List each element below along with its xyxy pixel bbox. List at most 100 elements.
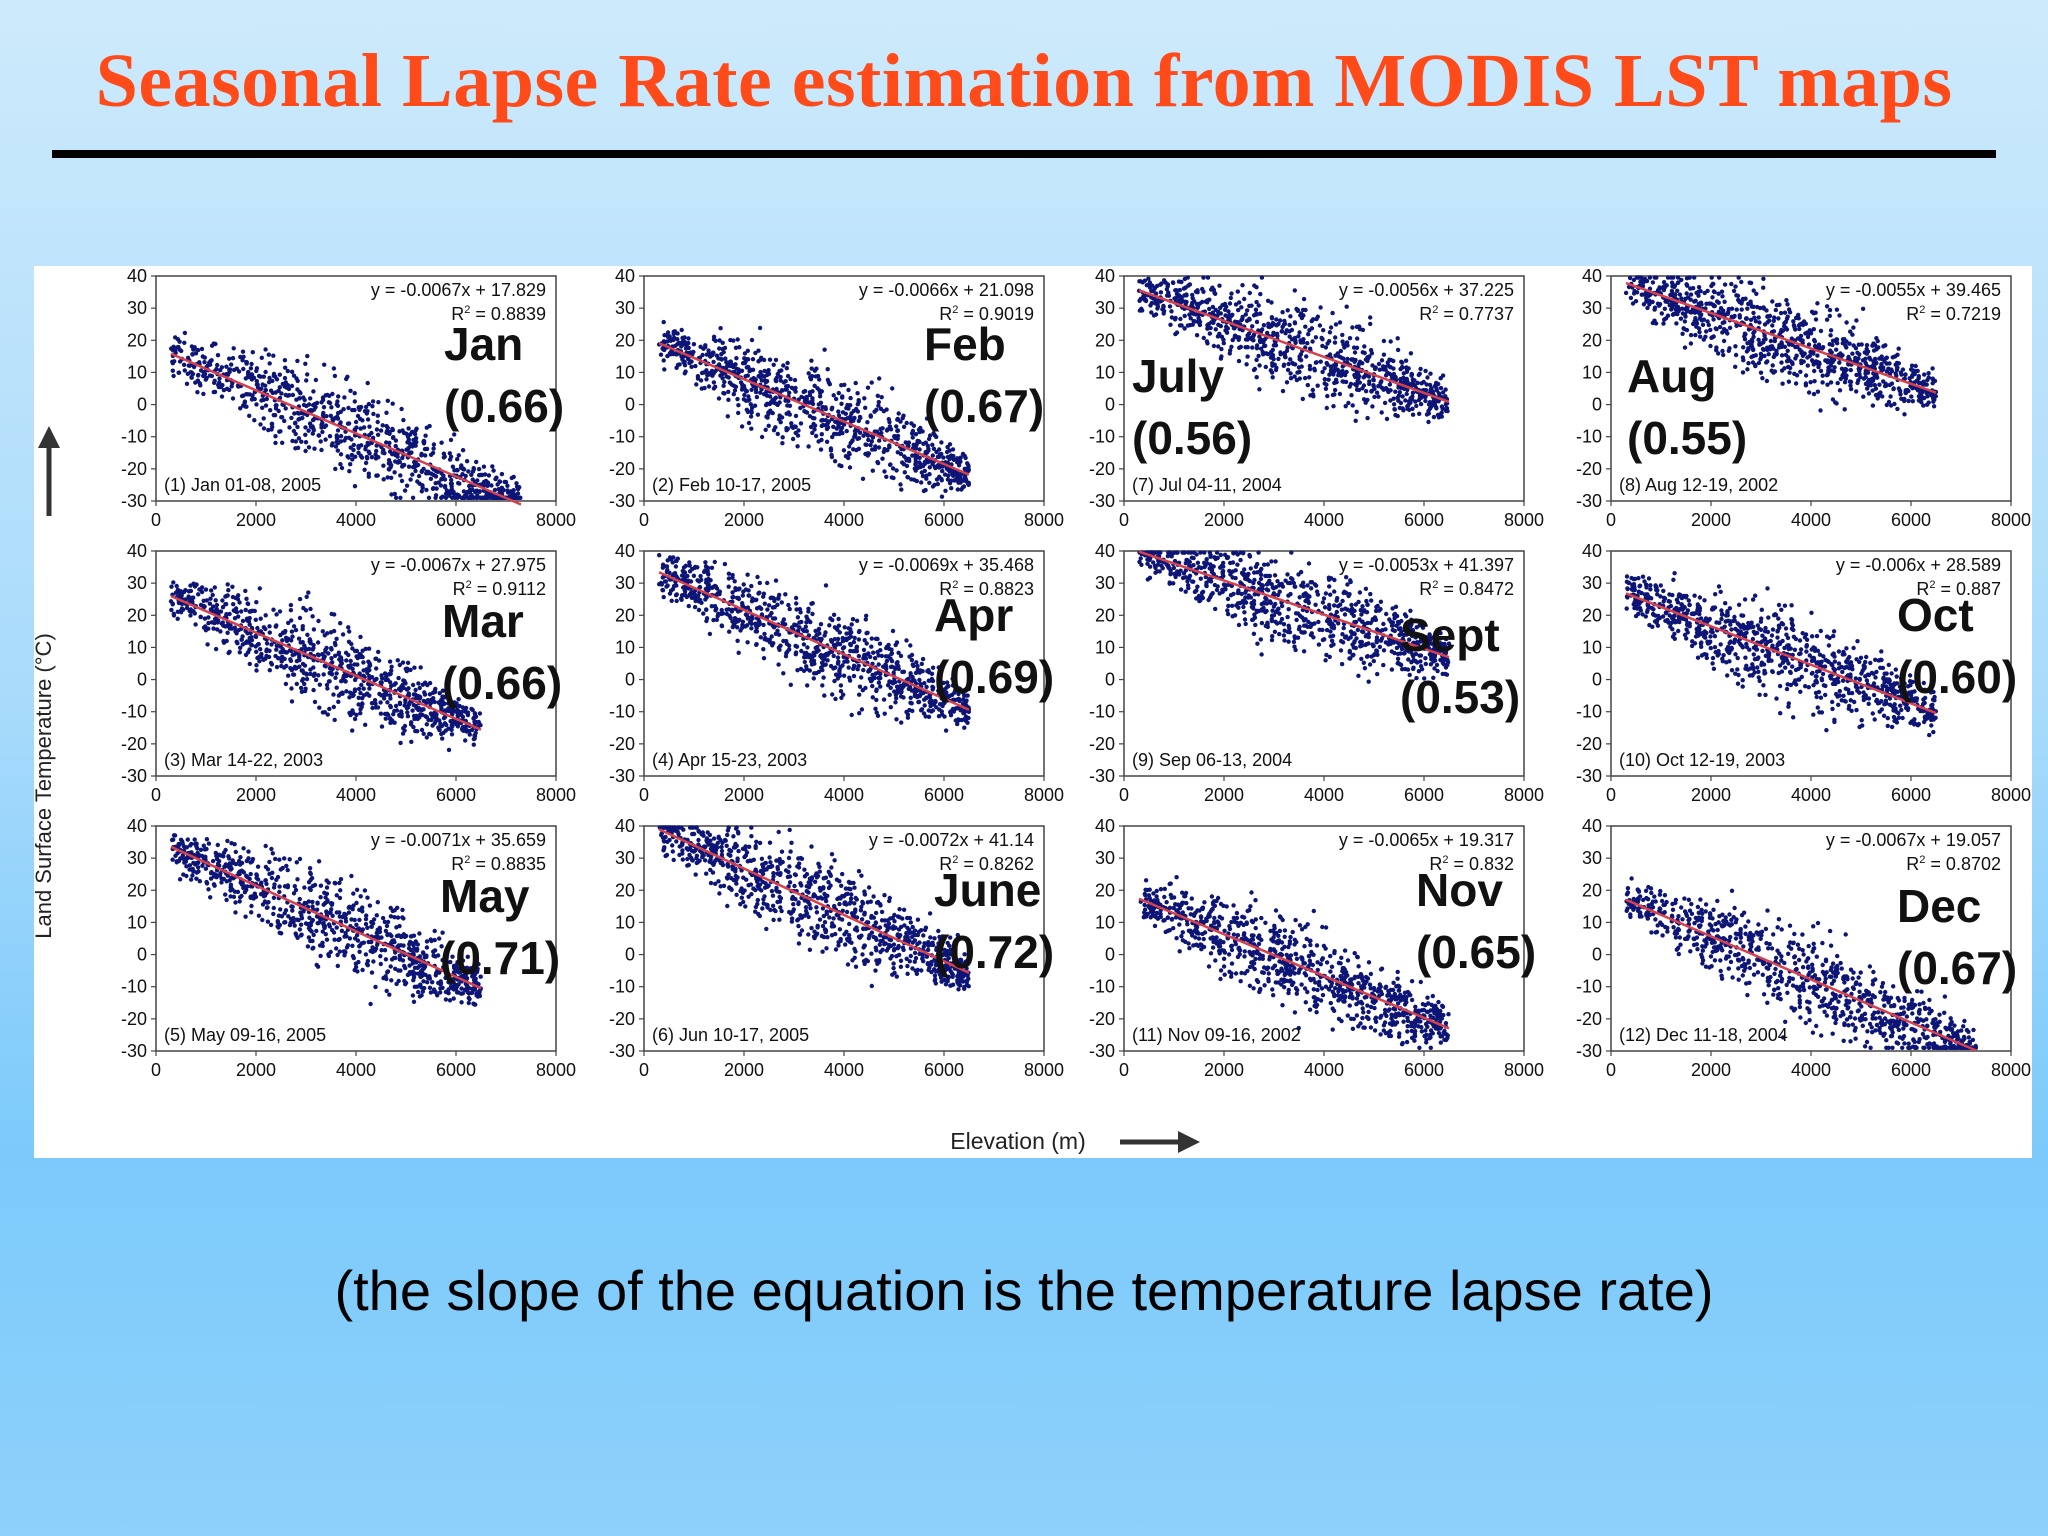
data-point bbox=[302, 643, 307, 648]
data-point bbox=[820, 404, 825, 410]
y-tick-label: -20 bbox=[1576, 459, 1602, 479]
data-point bbox=[189, 375, 194, 380]
data-point bbox=[254, 378, 259, 384]
data-point bbox=[921, 488, 927, 494]
data-point bbox=[489, 483, 494, 488]
y-tick-label: -20 bbox=[609, 459, 635, 479]
data-point bbox=[360, 418, 365, 423]
data-point bbox=[1244, 318, 1250, 323]
data-point bbox=[1393, 389, 1398, 394]
data-point bbox=[1416, 372, 1422, 378]
data-point bbox=[278, 429, 283, 434]
data-point bbox=[1737, 315, 1743, 320]
data-point bbox=[175, 616, 180, 621]
data-point bbox=[904, 458, 909, 463]
data-point bbox=[1634, 275, 1640, 280]
data-point bbox=[1382, 400, 1388, 406]
data-point bbox=[441, 455, 447, 460]
data-point bbox=[1204, 339, 1210, 344]
data-point bbox=[249, 361, 254, 367]
y-tick-label: 30 bbox=[615, 298, 635, 318]
data-point bbox=[919, 480, 924, 485]
data-point bbox=[1710, 295, 1715, 300]
data-point bbox=[361, 425, 367, 430]
data-point bbox=[325, 392, 330, 398]
data-point bbox=[173, 335, 178, 340]
data-point bbox=[1892, 401, 1897, 407]
data-point bbox=[1930, 366, 1935, 371]
data-point bbox=[783, 379, 788, 384]
data-point bbox=[365, 691, 370, 697]
data-point bbox=[778, 378, 783, 383]
data-point bbox=[307, 639, 312, 644]
data-point bbox=[1815, 301, 1820, 306]
data-point bbox=[424, 735, 429, 740]
data-point bbox=[709, 368, 715, 374]
data-point bbox=[800, 627, 806, 632]
data-point bbox=[1894, 365, 1900, 370]
data-point bbox=[1421, 379, 1426, 385]
data-point bbox=[1761, 276, 1766, 281]
data-point bbox=[388, 704, 393, 710]
data-point bbox=[448, 454, 454, 459]
data-point bbox=[241, 354, 246, 359]
data-point bbox=[726, 375, 731, 380]
data-point bbox=[1368, 315, 1373, 320]
data-point bbox=[1257, 363, 1262, 368]
data-point bbox=[1327, 330, 1333, 335]
data-point bbox=[773, 357, 779, 363]
data-point bbox=[1650, 320, 1656, 326]
y-tick-label: 10 bbox=[615, 637, 635, 657]
data-point bbox=[684, 343, 689, 349]
data-point bbox=[778, 374, 783, 380]
data-point bbox=[387, 659, 393, 664]
data-point bbox=[686, 336, 691, 341]
data-point bbox=[681, 338, 686, 343]
data-point bbox=[245, 392, 251, 397]
data-point bbox=[951, 473, 956, 478]
data-point bbox=[338, 462, 343, 467]
data-point bbox=[869, 380, 874, 385]
data-point bbox=[312, 446, 317, 451]
data-point bbox=[301, 670, 307, 676]
data-point bbox=[427, 423, 432, 429]
data-point bbox=[1376, 394, 1381, 399]
data-point bbox=[208, 596, 213, 601]
data-point bbox=[1352, 350, 1358, 355]
data-point bbox=[245, 631, 250, 636]
data-point bbox=[1787, 358, 1793, 363]
data-point bbox=[1262, 337, 1268, 342]
data-point bbox=[347, 469, 352, 474]
data-point bbox=[1707, 301, 1712, 306]
data-point bbox=[1382, 364, 1388, 370]
data-point bbox=[363, 722, 368, 727]
y-tick-label: 10 bbox=[615, 362, 635, 382]
data-point bbox=[942, 472, 948, 477]
data-point bbox=[1916, 398, 1922, 403]
data-point bbox=[844, 428, 849, 434]
y-tick-label: 20 bbox=[127, 330, 147, 350]
data-point bbox=[824, 439, 830, 444]
data-point bbox=[1333, 322, 1339, 327]
data-point bbox=[1347, 336, 1353, 341]
data-point bbox=[885, 427, 890, 432]
data-point bbox=[390, 435, 396, 440]
data-point bbox=[258, 374, 263, 379]
data-point bbox=[671, 331, 676, 337]
data-point bbox=[413, 728, 418, 734]
data-point bbox=[1211, 343, 1217, 349]
data-point bbox=[297, 615, 303, 621]
data-point bbox=[1171, 280, 1176, 286]
data-point bbox=[428, 711, 434, 716]
data-point bbox=[1342, 345, 1347, 350]
data-point bbox=[898, 482, 903, 487]
data-point bbox=[300, 624, 305, 629]
data-point bbox=[376, 400, 381, 405]
data-point bbox=[293, 627, 299, 633]
data-point bbox=[746, 394, 751, 399]
data-point bbox=[304, 676, 310, 682]
data-point bbox=[870, 468, 875, 473]
data-point bbox=[1793, 381, 1799, 386]
data-point bbox=[183, 588, 188, 593]
data-point bbox=[395, 658, 400, 663]
